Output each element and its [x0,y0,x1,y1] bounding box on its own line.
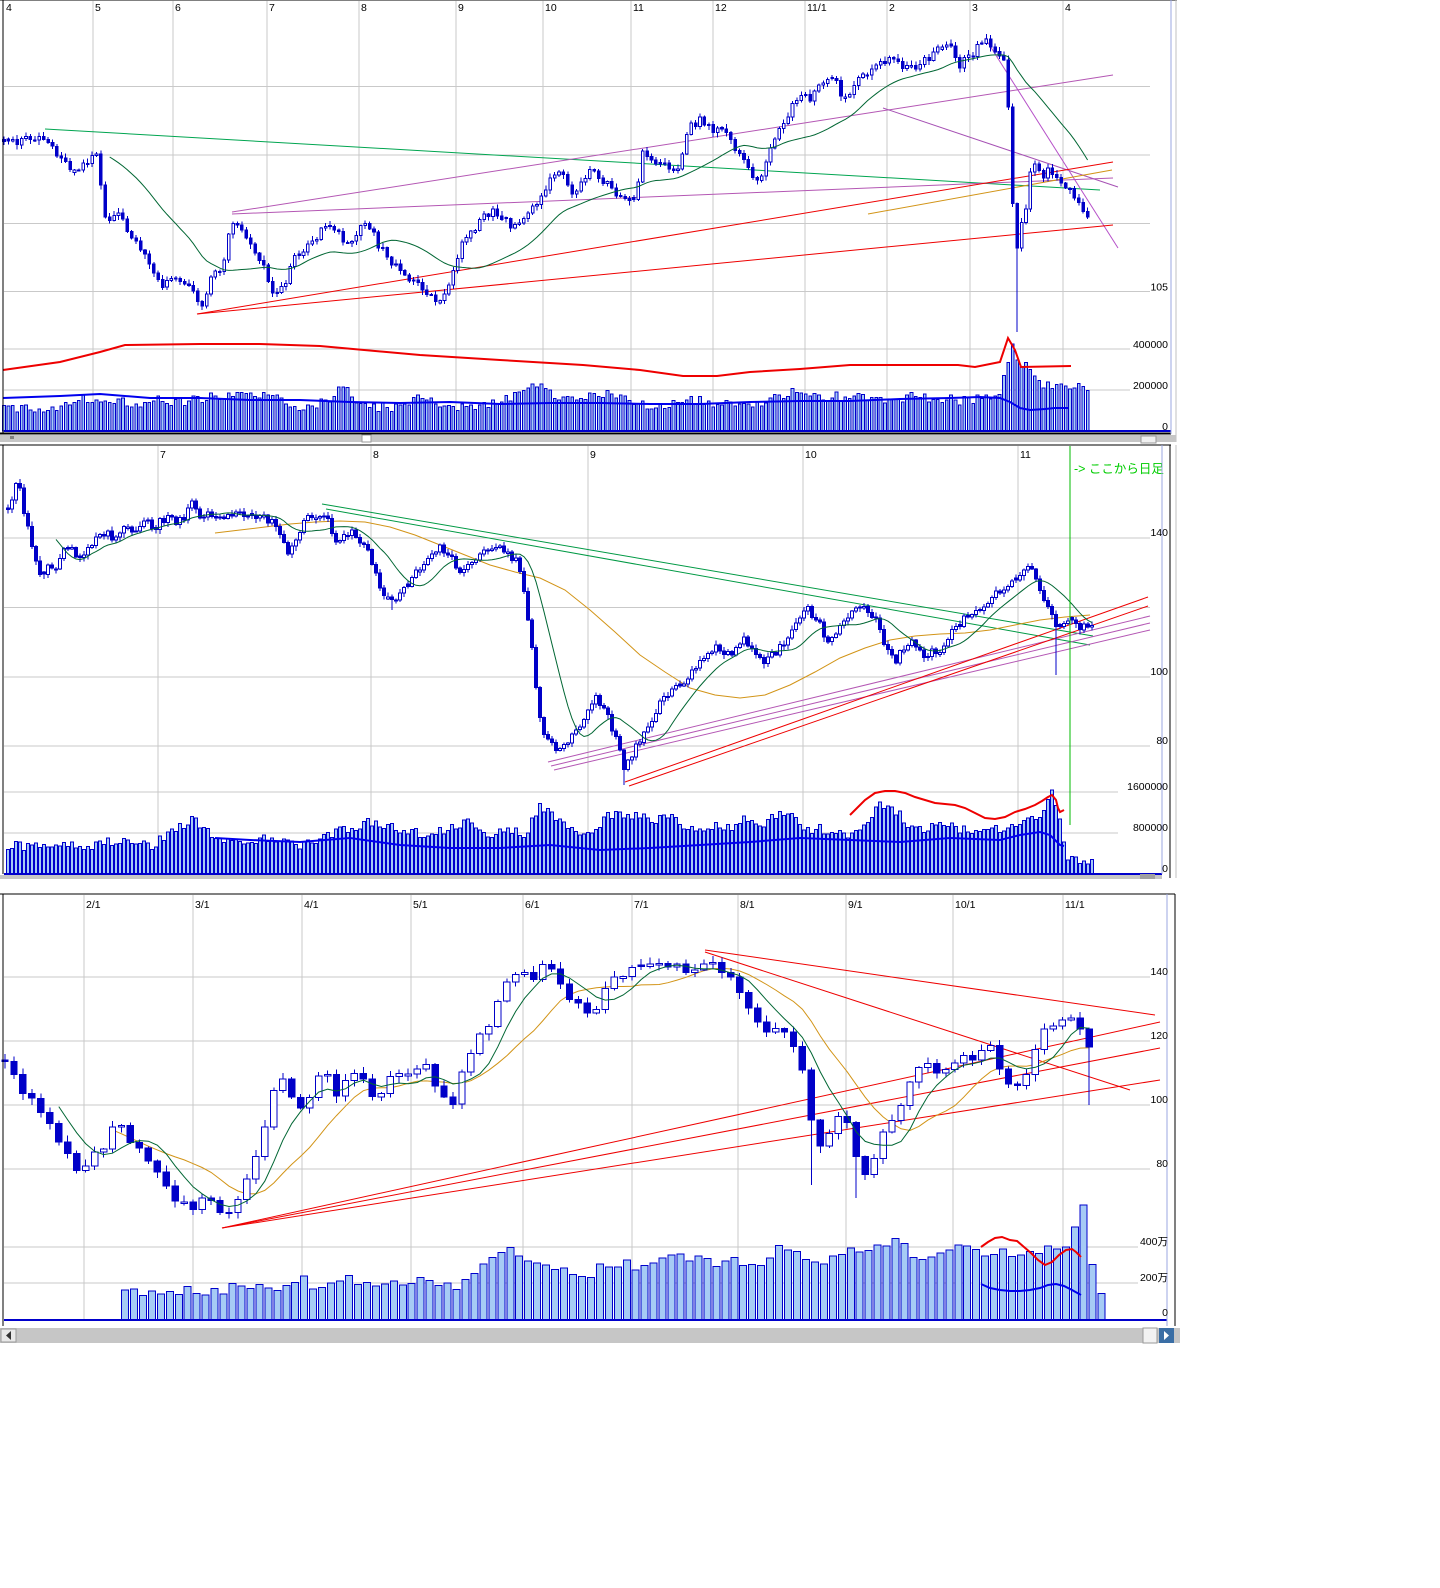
svg-text:11/1: 11/1 [807,2,827,14]
svg-text:10: 10 [545,2,557,14]
svg-text:140: 140 [1150,966,1168,978]
svg-text:400万: 400万 [1140,1236,1168,1248]
svg-text:9: 9 [590,449,596,461]
svg-text:3: 3 [972,2,978,14]
svg-text:100: 100 [1150,1094,1168,1106]
svg-text:9/1: 9/1 [848,899,863,911]
svg-text:140: 140 [1150,527,1168,539]
svg-text:9: 9 [458,2,464,14]
svg-text:2/1: 2/1 [86,899,101,911]
svg-text:120: 120 [1150,1030,1168,1042]
svg-text:800000: 800000 [1133,822,1168,834]
svg-text:200000: 200000 [1133,380,1168,392]
svg-text:-> ここから日足: -> ここから日足 [1074,462,1164,476]
svg-text:12: 12 [715,2,727,14]
svg-text:80: 80 [1156,735,1168,747]
svg-text:6/1: 6/1 [525,899,540,911]
svg-text:0: 0 [1162,863,1168,875]
svg-text:11: 11 [1020,449,1031,461]
svg-text:200万: 200万 [1140,1272,1168,1284]
svg-text:2: 2 [889,2,895,14]
svg-text:8/1: 8/1 [740,899,755,911]
svg-text:400000: 400000 [1133,339,1168,351]
svg-text:8: 8 [373,449,379,461]
svg-text:5: 5 [95,2,101,14]
svg-text:10/1: 10/1 [955,899,976,911]
svg-text:5/1: 5/1 [413,899,428,911]
svg-text:7/1: 7/1 [634,899,649,911]
svg-text:0: 0 [1162,421,1168,433]
svg-text:80: 80 [1156,1158,1168,1170]
svg-text:100: 100 [1150,666,1168,678]
svg-text:105: 105 [1150,282,1168,294]
svg-text:8: 8 [361,2,367,14]
svg-text:10: 10 [805,449,817,461]
svg-text:11: 11 [633,2,644,14]
svg-text:0: 0 [1162,1307,1168,1319]
svg-text:4: 4 [1065,2,1071,14]
svg-text:1600000: 1600000 [1127,781,1168,793]
svg-text:4: 4 [6,2,12,14]
svg-text:4/1: 4/1 [304,899,319,911]
svg-text:7: 7 [160,449,166,461]
svg-text:6: 6 [175,2,181,14]
svg-text:3/1: 3/1 [195,899,210,911]
svg-text:11/1: 11/1 [1065,899,1085,911]
svg-text:7: 7 [269,2,275,14]
